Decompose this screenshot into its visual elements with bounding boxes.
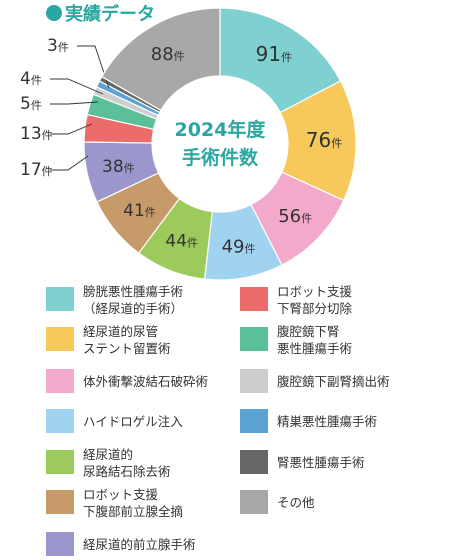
- chart-title: 実績データ: [65, 4, 155, 25]
- legend-item: 腹腔鏡下腎 悪性腫瘍手術: [240, 324, 352, 357]
- center-label-2: 手術件数: [182, 146, 259, 169]
- legend-item: 精巣悪性腫瘍手術: [240, 409, 377, 433]
- legend-item: 腎悪性腫瘍手術: [240, 450, 365, 474]
- slice-value-label-6: 41件: [123, 201, 156, 221]
- slice-value-label-3: 56件: [278, 206, 312, 227]
- legend-swatch: [240, 409, 268, 433]
- slice-1: [219, 7, 342, 114]
- legend-item: 経尿道的前立腺手術: [46, 532, 196, 556]
- legend-swatch: [240, 287, 268, 311]
- slice-value-label-11: 4件: [20, 69, 42, 89]
- callout-line-9: [50, 123, 93, 135]
- legend-label: 精巣悪性腫瘍手術: [277, 414, 378, 429]
- legend-item: ロボット支援 下腎部分切除: [240, 284, 352, 317]
- slice-value-label-7: 38件: [102, 157, 135, 177]
- legend-label: ハイドロゲル注入: [83, 414, 183, 429]
- legend-swatch: [240, 327, 268, 351]
- legend-label: 膀胱悪性腫瘍手術 （経尿道的手術）: [83, 284, 184, 316]
- legend-item: その他: [240, 490, 315, 514]
- legend-swatch: [46, 287, 74, 311]
- legend-label: 腹腔鏡下腎 悪性腫瘍手術: [277, 324, 353, 356]
- slice-value-label-5: 44件: [165, 232, 198, 252]
- callout-line-10: [50, 101, 99, 105]
- slice-value-label-9: 13件: [20, 124, 53, 144]
- legend-item: 経尿道的 尿路結石除去術: [46, 447, 171, 480]
- legend-label: その他: [277, 495, 315, 510]
- legend-item: 膀胱悪性腫瘍手術 （経尿道的手術）: [46, 284, 183, 317]
- slice-value-label-1: 91件: [256, 42, 292, 66]
- legend-label: 腎悪性腫瘍手術: [277, 455, 365, 470]
- legend-item: 腹腔鏡下副腎摘出術: [240, 369, 390, 393]
- legend-swatch: [46, 327, 74, 351]
- heading-dot-icon: [46, 5, 62, 21]
- legend-swatch: [240, 490, 268, 514]
- slice-value-label-2: 76件: [306, 128, 342, 152]
- legend-swatch: [46, 369, 74, 393]
- legend-swatch: [240, 450, 268, 474]
- chart-heading: 実績データ: [46, 0, 155, 26]
- legend-swatch: [46, 490, 74, 514]
- legend-label: 経尿道的尿管 ステント留置術: [83, 324, 171, 356]
- legend-label: ロボット支援 下腹部前立腺全摘: [83, 487, 184, 519]
- legend-label: 経尿道的 尿路結石除去術: [83, 447, 171, 479]
- legend-swatch: [240, 369, 268, 393]
- legend-label: 経尿道的前立腺手術: [83, 537, 196, 552]
- slice-value-label-13: 88件: [151, 44, 185, 65]
- legend-swatch: [46, 450, 74, 474]
- legend-item: ハイドロゲル注入: [46, 409, 183, 433]
- legend-item: 経尿道的尿管 ステント留置術: [46, 324, 171, 357]
- legend-swatch: [46, 532, 74, 556]
- callout-line-8: [50, 155, 89, 171]
- legend-swatch: [46, 409, 74, 433]
- legend-label: 腹腔鏡下副腎摘出術: [277, 374, 390, 389]
- slice-value-label-4: 49件: [222, 236, 256, 257]
- slice-value-label-10: 5件: [20, 94, 42, 114]
- legend-item: 体外衝撃波結石破砕術: [46, 369, 208, 393]
- legend-label: ロボット支援 下腎部分切除: [277, 284, 353, 316]
- slice-value-label-12: 3件: [47, 36, 69, 56]
- callout-line-11: [50, 78, 104, 95]
- legend-label: 体外衝撃波結石破砕術: [83, 374, 209, 389]
- center-label-1: 2024年度: [175, 118, 267, 141]
- legend-item: ロボット支援 下腹部前立腺全摘: [46, 487, 183, 520]
- slice-13: [100, 7, 221, 112]
- slice-value-label-8: 17件: [20, 160, 53, 180]
